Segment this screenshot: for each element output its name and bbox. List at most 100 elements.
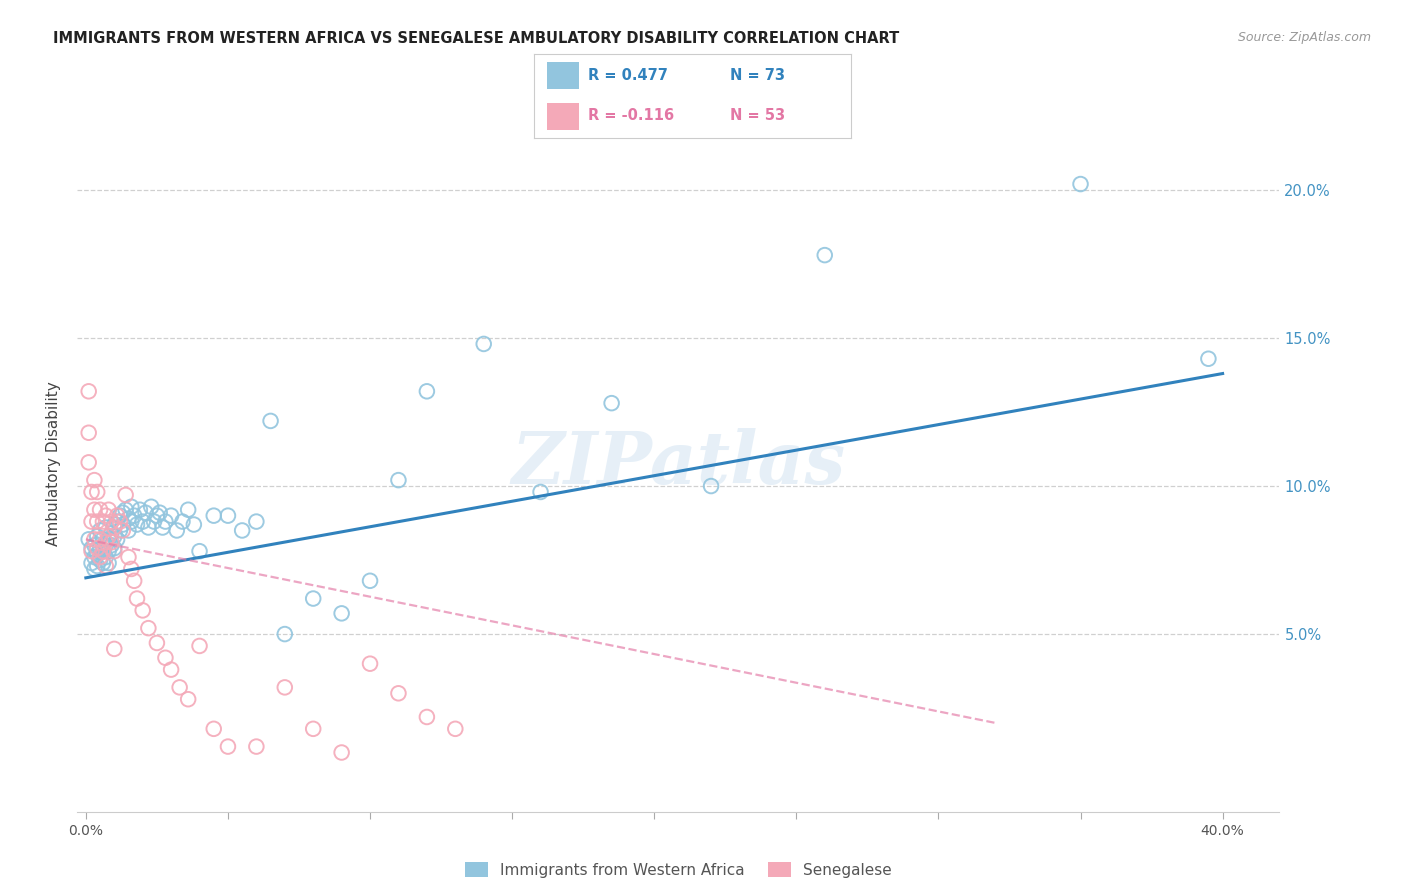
Point <box>103 517 125 532</box>
Point <box>146 508 169 523</box>
Point <box>89 524 111 538</box>
Point <box>387 473 409 487</box>
Point <box>155 515 177 529</box>
Point <box>97 529 120 543</box>
Point <box>128 502 150 516</box>
Point <box>86 515 108 529</box>
Point <box>80 556 103 570</box>
Text: R = 0.477: R = 0.477 <box>588 68 668 83</box>
Point <box>146 636 169 650</box>
Point <box>108 508 131 523</box>
Point <box>103 641 125 656</box>
Point <box>177 502 200 516</box>
Point <box>183 517 205 532</box>
Point <box>108 515 131 529</box>
Point <box>149 506 172 520</box>
Point <box>188 544 211 558</box>
Point <box>77 425 100 440</box>
Point <box>89 541 111 556</box>
Text: N = 73: N = 73 <box>731 68 786 83</box>
Point <box>80 515 103 529</box>
Point <box>529 485 551 500</box>
Point <box>97 502 120 516</box>
Point <box>91 556 114 570</box>
Point <box>100 515 122 529</box>
Point <box>105 508 128 523</box>
Point <box>444 722 467 736</box>
Point <box>114 488 136 502</box>
Point <box>169 681 191 695</box>
Point <box>83 502 105 516</box>
Point <box>105 533 128 547</box>
Text: Source: ZipAtlas.com: Source: ZipAtlas.com <box>1237 31 1371 45</box>
Point <box>89 553 111 567</box>
Point <box>143 515 166 529</box>
Point <box>94 538 117 552</box>
Point <box>86 529 108 543</box>
Point <box>131 515 153 529</box>
Point <box>97 533 120 547</box>
Point <box>83 473 105 487</box>
Point <box>472 337 495 351</box>
Point <box>122 574 145 588</box>
Point <box>600 396 623 410</box>
Point <box>86 541 108 556</box>
Point <box>80 544 103 558</box>
Point <box>122 508 145 523</box>
Point <box>117 524 139 538</box>
Point <box>125 517 148 532</box>
Point <box>94 508 117 523</box>
Point <box>217 508 239 523</box>
Point <box>94 535 117 549</box>
Point <box>111 506 134 520</box>
Point <box>94 550 117 565</box>
Point <box>83 533 105 547</box>
Legend: Immigrants from Western Africa, Senegalese: Immigrants from Western Africa, Senegale… <box>458 856 898 884</box>
Bar <box>547 103 579 130</box>
Point <box>105 515 128 529</box>
Point <box>1197 351 1219 366</box>
Point <box>94 559 117 574</box>
Point <box>416 384 439 399</box>
Point <box>1070 177 1092 191</box>
Point <box>103 520 125 534</box>
Point <box>231 524 253 538</box>
Point <box>188 639 211 653</box>
Point <box>131 603 153 617</box>
Point <box>120 500 142 514</box>
Point <box>89 550 111 565</box>
Point <box>359 657 381 671</box>
Point <box>172 515 194 529</box>
Point <box>814 248 837 262</box>
Point <box>138 520 160 534</box>
Point <box>274 681 297 695</box>
Point <box>111 524 134 538</box>
Text: ZIPatlas: ZIPatlas <box>512 428 845 500</box>
Point <box>141 500 163 514</box>
Point <box>135 506 157 520</box>
Point <box>155 650 177 665</box>
Point <box>77 384 100 399</box>
Point <box>94 520 117 534</box>
Point <box>97 544 120 558</box>
Point <box>202 508 225 523</box>
Point <box>120 562 142 576</box>
Text: IMMIGRANTS FROM WESTERN AFRICA VS SENEGALESE AMBULATORY DISABILITY CORRELATION C: IMMIGRANTS FROM WESTERN AFRICA VS SENEGA… <box>53 31 900 46</box>
Point <box>416 710 439 724</box>
Point <box>103 529 125 543</box>
Point <box>114 502 136 516</box>
Y-axis label: Ambulatory Disability: Ambulatory Disability <box>46 382 62 546</box>
Point <box>100 526 122 541</box>
Point <box>111 517 134 532</box>
Point <box>83 550 105 565</box>
Point <box>103 544 125 558</box>
Point <box>166 524 188 538</box>
Point <box>330 607 353 621</box>
Point <box>152 520 174 534</box>
Point <box>302 722 325 736</box>
Point <box>245 515 267 529</box>
Point <box>387 686 409 700</box>
Point <box>77 455 100 469</box>
Point <box>91 533 114 547</box>
Point <box>86 485 108 500</box>
